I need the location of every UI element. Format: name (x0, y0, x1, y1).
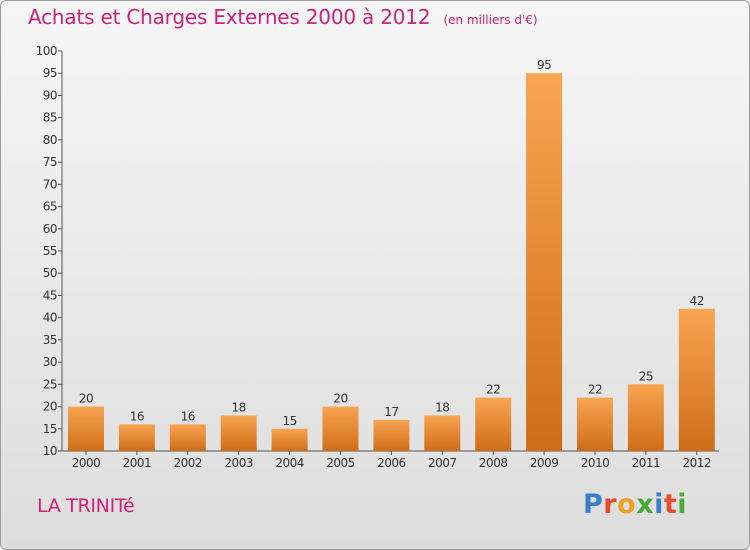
bar-2005 (322, 406, 359, 451)
bar-2004 (271, 428, 308, 451)
y-tick-label: 20 (43, 400, 57, 414)
bar-2000 (68, 406, 104, 451)
bar-2008 (475, 397, 512, 451)
x-tick-label-2002: 2002 (174, 456, 203, 470)
commune-name: LA TRINITé (37, 495, 135, 517)
value-label-2002: 16 (181, 409, 195, 423)
bar-2006 (373, 419, 410, 451)
y-tick-label: 70 (43, 177, 57, 191)
bar-2001 (118, 424, 155, 451)
x-tick-label-2007: 2007 (428, 456, 457, 470)
logo-letter: i (654, 489, 664, 520)
y-tick-label: 35 (43, 333, 57, 347)
y-tick-label: 85 (43, 111, 57, 125)
bar-2009 (526, 73, 563, 451)
y-tick-label: 100 (36, 44, 57, 58)
value-label-2003: 18 (232, 400, 246, 414)
bar-2007 (424, 415, 461, 451)
bar-2002 (169, 424, 206, 451)
y-axis: 10 15 20 25 30 35 40 45 50 55 60 65 70 75 80 85 90 95 100 (36, 44, 63, 458)
x-axis: 2000 2001 2002 2003 2004 2005 2006 2007 2008 2009… (62, 450, 719, 470)
y-tick-label: 65 (43, 200, 57, 214)
x-tick-label-2005: 2005 (326, 456, 355, 470)
y-tick-label: 55 (43, 244, 57, 258)
value-label-2007: 18 (435, 400, 449, 414)
x-tick-label-2004: 2004 (275, 456, 304, 470)
y-tick-label: 30 (43, 355, 57, 369)
x-tick-label-2006: 2006 (377, 456, 406, 470)
logo-letter: i (677, 489, 688, 520)
value-label-2006: 17 (384, 405, 398, 419)
x-tick-label-2010: 2010 (581, 456, 610, 470)
x-tick-label-2003: 2003 (224, 456, 253, 470)
y-tick-label: 75 (43, 155, 57, 169)
x-tick-label-2011: 2011 (632, 456, 661, 470)
bar-2011 (627, 384, 664, 451)
x-tick-label-2001: 2001 (123, 456, 152, 470)
proxiti-logo: Proxiti (583, 489, 687, 520)
y-tick-label: 15 (43, 422, 57, 436)
x-tick-label-2012: 2012 (683, 456, 712, 470)
logo-letter: P (583, 489, 604, 520)
bar-2010 (577, 397, 613, 451)
y-tick-label: 10 (43, 444, 57, 458)
value-label-2008: 22 (486, 383, 500, 397)
title-row: Achats et Charges Externes 2000 à 2012 (… (28, 5, 538, 29)
y-tick-label: 25 (43, 377, 57, 391)
value-label-2009: 95 (537, 58, 551, 72)
y-tick-label: 45 (43, 288, 57, 302)
y-tick-label: 40 (43, 311, 57, 325)
x-tick-label-2000: 2000 (72, 456, 101, 470)
y-tick-label: 60 (43, 222, 57, 236)
value-label-2004: 15 (282, 414, 296, 428)
bar-2003 (220, 415, 257, 451)
value-label-2010: 22 (588, 383, 602, 397)
bar-2012 (678, 308, 715, 451)
value-label-2001: 16 (130, 409, 144, 423)
y-tick-label: 95 (43, 66, 57, 80)
x-tick-label-2009: 2009 (530, 456, 559, 470)
value-label-2005: 20 (333, 392, 347, 406)
y-tick-label: 80 (43, 133, 57, 147)
y-tick-label: 90 (43, 88, 57, 102)
logo-letter: x (636, 489, 655, 520)
chart-subtitle: (en milliers d'€) (443, 13, 538, 27)
logo-letter: o (617, 489, 637, 520)
logo-letter: r (603, 489, 618, 520)
y-tick-label: 50 (43, 266, 57, 280)
x-tick-label-2008: 2008 (479, 456, 508, 470)
value-label-2011: 25 (639, 369, 653, 383)
value-label-2012: 42 (690, 294, 704, 308)
bars: 20 16 16 18 15 20 17 18 22 95 22 25 42 (68, 58, 715, 451)
chart-title: Achats et Charges Externes 2000 à 2012 (28, 5, 431, 29)
value-label-2000: 20 (79, 392, 93, 406)
logo-letter: t (663, 489, 678, 520)
